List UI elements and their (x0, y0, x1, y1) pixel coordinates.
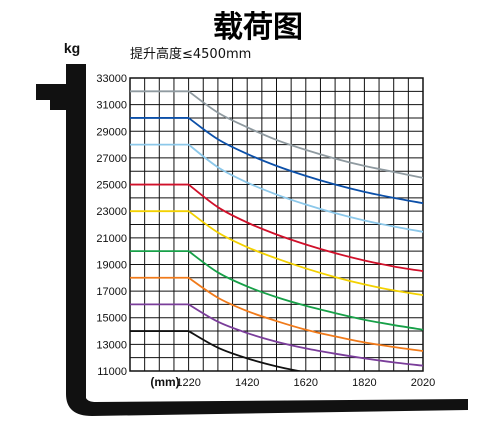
series-line-8 (130, 303, 423, 367)
x-tick-label: 1620 (294, 377, 318, 389)
y-axis-label: kg (64, 40, 80, 56)
y-tick-label: 29000 (96, 126, 127, 138)
y-tick-label: 21000 (96, 233, 127, 245)
series-line-1 (130, 90, 423, 179)
y-tick-label: 23000 (96, 206, 127, 218)
x-tick-label: 1420 (235, 377, 259, 389)
y-tick-label: 33000 (96, 73, 127, 85)
series-line-6 (130, 250, 423, 331)
tick-labels: 11000 13000 15000 17000 19000 21000 23000 25000… (96, 73, 435, 389)
x-axis-label: (mm) (150, 375, 179, 389)
y-tick-label: 15000 (96, 313, 127, 325)
y-tick-label: 25000 (96, 180, 127, 192)
plot-frame (129, 77, 424, 372)
y-tick-label: 31000 (96, 100, 127, 112)
y-tick-label: 13000 (96, 339, 127, 351)
chart-title: 载荷图 (213, 10, 303, 45)
y-tick-label: 17000 (96, 286, 127, 298)
fork-silhouette-icon (36, 64, 468, 416)
series-lines (130, 90, 423, 371)
x-tick-label: 2020 (411, 377, 435, 389)
series-line-9 (130, 330, 304, 371)
series-line-5 (130, 210, 423, 296)
chart-subtitle: 提升高度≤4500mm (130, 46, 251, 62)
x-tick-label: 1220 (176, 377, 200, 389)
x-tick-label: 1820 (352, 377, 376, 389)
series-line-3 (130, 143, 423, 233)
series-line-7 (130, 276, 423, 352)
y-tick-label: 11000 (97, 366, 127, 378)
y-tick-label: 27000 (96, 153, 127, 165)
series-line-2 (130, 117, 423, 205)
y-tick-label: 19000 (96, 259, 127, 271)
series-line-4 (130, 183, 423, 273)
